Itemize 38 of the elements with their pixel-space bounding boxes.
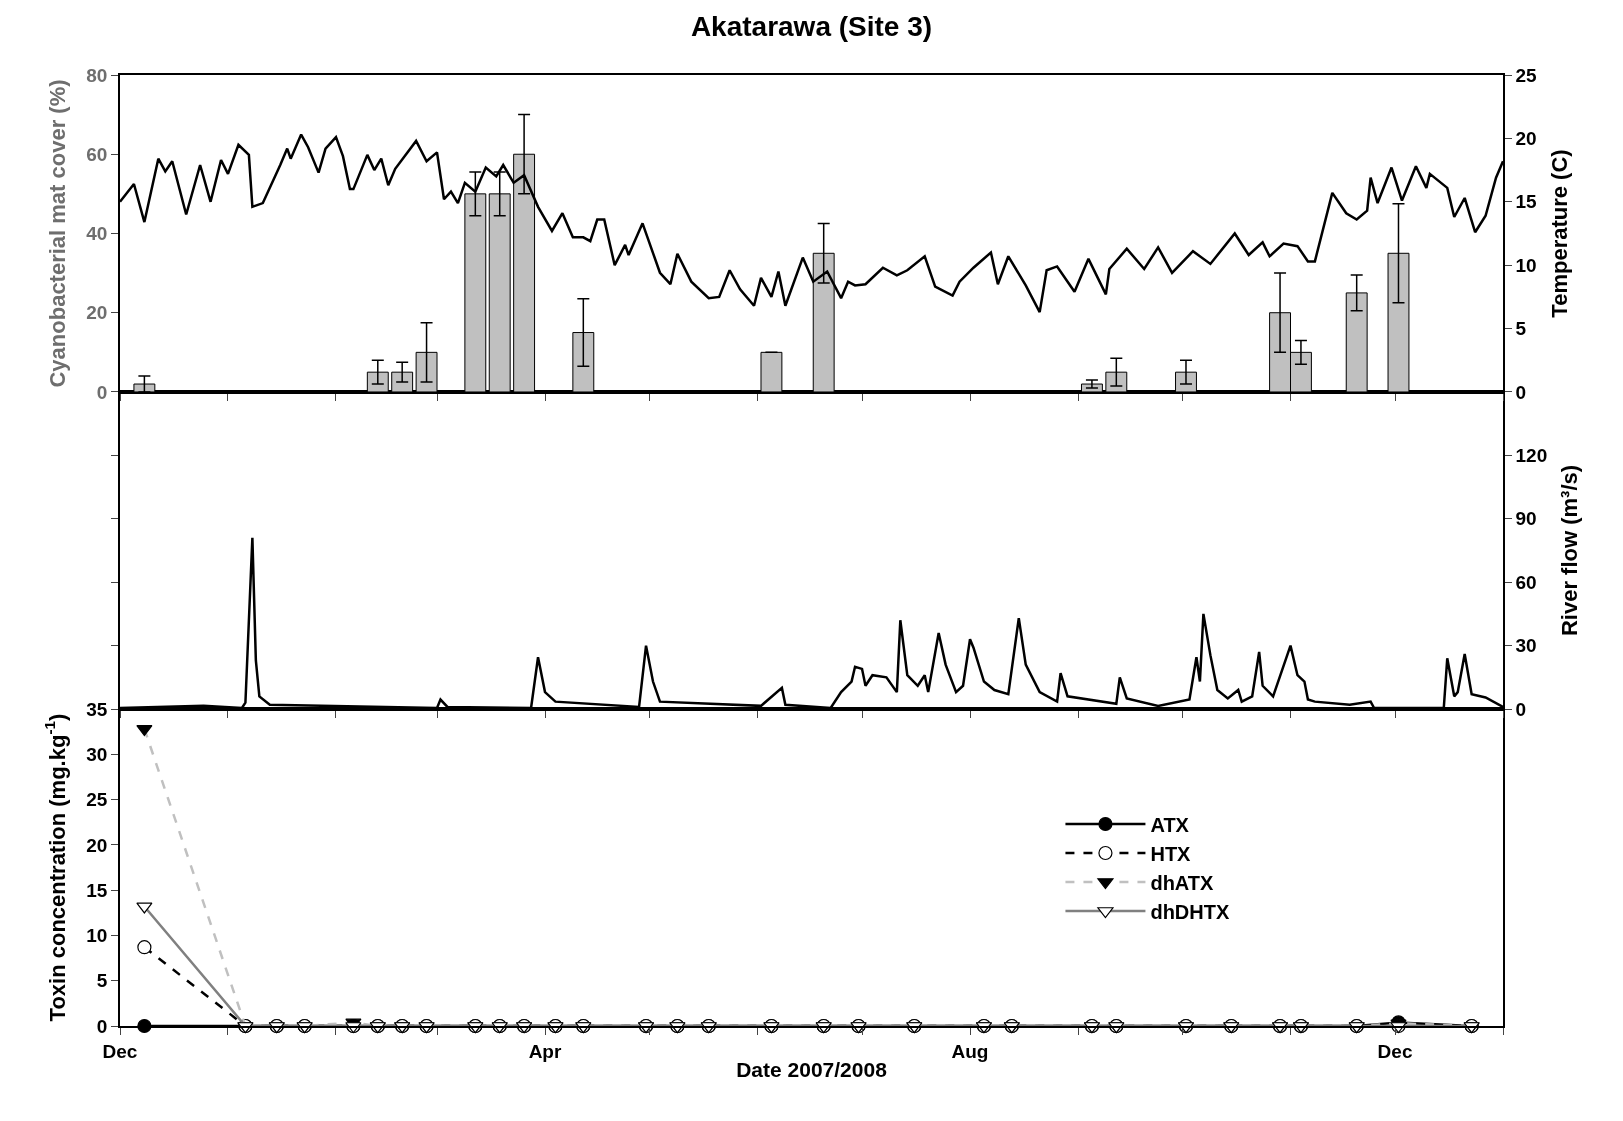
y2-tick-label: 0 (1515, 381, 1527, 403)
y2-tick-label: 0 (1515, 698, 1527, 720)
legend-label: ATX (1150, 813, 1190, 836)
x-tick-label: Dec (102, 1040, 138, 1062)
y2-tick-label: 60 (1515, 571, 1537, 593)
y2-tick-label: 15 (1515, 191, 1538, 213)
y2-tick-label: 10 (1515, 254, 1537, 276)
y-tick-label: 60 (86, 143, 108, 165)
point (137, 940, 152, 955)
y2-tick-label: 25 (1515, 64, 1538, 86)
y-tick-label: 30 (86, 743, 108, 765)
y-tick-label: 20 (86, 302, 108, 324)
y2-tick-label: 120 (1515, 445, 1548, 467)
y-tick-label: 0 (96, 381, 108, 403)
y-axis-title: Cyanobacterial mat cover (%) (44, 79, 70, 388)
y2-tick-label: 20 (1515, 128, 1537, 150)
y-tick-label: 0 (96, 1015, 108, 1037)
y-tick-label: 20 (86, 834, 108, 856)
y2-tick-label: 90 (1515, 508, 1537, 530)
x-tick-label: Aug (951, 1040, 989, 1062)
y-tick-label: 15 (86, 879, 108, 901)
y-tick-label: 5 (96, 970, 108, 992)
legend-label: dhDHTX (1150, 900, 1230, 923)
y-tick-label: 80 (86, 64, 108, 86)
legend-label: HTX (1150, 842, 1192, 865)
y2-tick-label: 30 (1515, 635, 1537, 657)
y-tick-label: 40 (86, 223, 108, 245)
y-tick-label: 10 (86, 925, 108, 947)
y2-axis-title: Temperature (C) (1546, 149, 1572, 318)
x-tick-label: Apr (528, 1040, 562, 1062)
y2-axis-title: River flow (m³/s) (1556, 464, 1582, 637)
legend-label: dhATX (1150, 871, 1215, 894)
y-tick-label: 35 (86, 698, 108, 720)
x-axis-title: Date 2007/2008 (736, 1058, 888, 1082)
y2-tick-label: 5 (1515, 318, 1527, 340)
x-tick-label: Dec (1377, 1040, 1413, 1062)
chart-title: Akatarawa (Site 3) (690, 11, 933, 43)
y-tick-label: 25 (86, 789, 108, 811)
